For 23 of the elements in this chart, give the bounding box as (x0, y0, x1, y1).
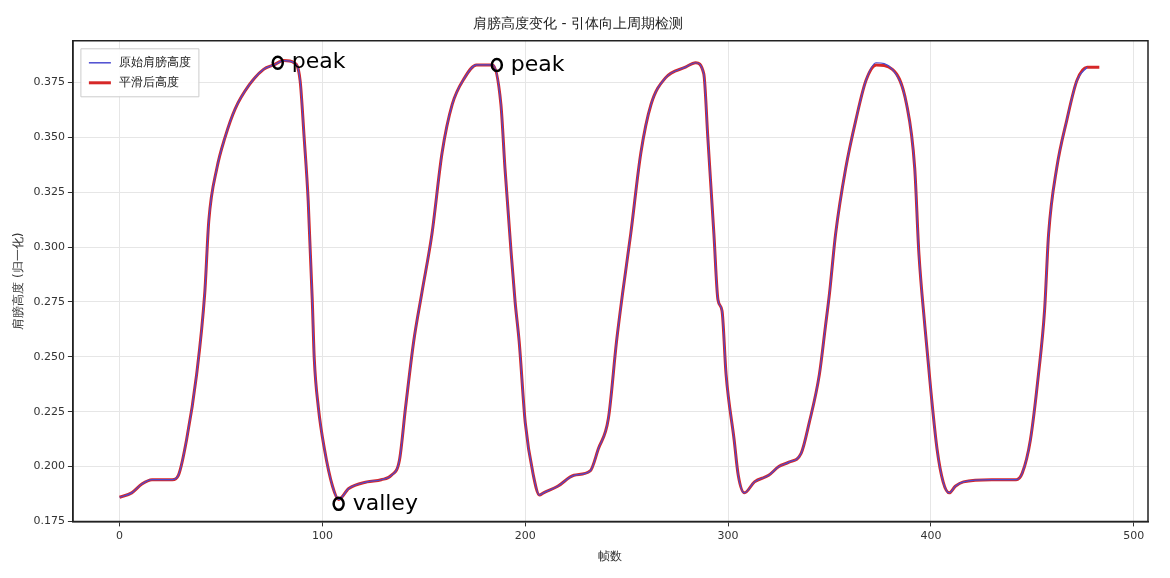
chart-title: 肩膀高度变化 - 引体向上周期检测 (473, 15, 683, 32)
x-axis-title: 帧数 (598, 548, 623, 563)
y-tick-label: 0.300 (33, 239, 65, 253)
y-tick-label: 0.200 (33, 459, 65, 473)
y-tick-label: 0.375 (33, 75, 65, 89)
annotation: valley (352, 489, 418, 515)
y-tick-label: 0.175 (33, 514, 65, 528)
annotation: peak (291, 48, 346, 74)
x-tick-label: 100 (311, 528, 333, 542)
y-tick-label: 0.225 (33, 404, 65, 418)
x-tick-label: 300 (717, 528, 739, 542)
y-tick-label: 0.325 (33, 185, 65, 199)
legend-label: 平滑后高度 (118, 74, 179, 89)
x-tick-label: 200 (514, 528, 536, 542)
x-tick-label: 500 (1123, 528, 1145, 542)
y-tick-label: 0.250 (33, 349, 65, 363)
x-tick-label: 400 (920, 528, 942, 542)
y-tick-label: 0.275 (33, 294, 65, 308)
y-tick-label: 0.350 (33, 130, 65, 144)
x-tick-label: 0 (116, 528, 124, 542)
y-axis-title: 肩膀高度 (归一化) (11, 232, 26, 330)
annotation: peak (510, 50, 565, 76)
legend-label: 原始肩膀高度 (118, 54, 191, 69)
